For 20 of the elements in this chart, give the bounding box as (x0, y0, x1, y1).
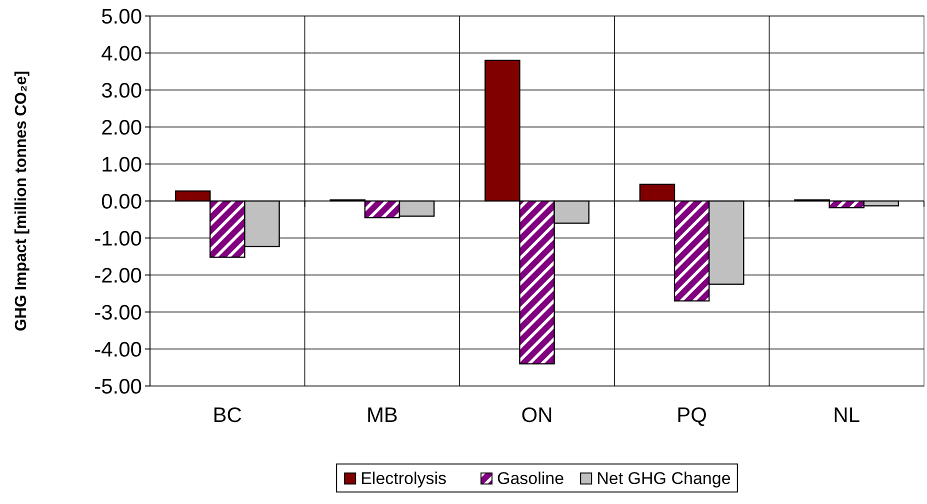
y-tick-label: 4.00 (101, 42, 142, 66)
y-tick-label: 0.00 (101, 190, 142, 214)
legend-label: Net GHG Change (596, 469, 731, 488)
x-tick-label: NL (833, 404, 860, 427)
y-tick-label: 2.00 (101, 116, 142, 140)
y-tick-label: -5.00 (94, 375, 142, 398)
y-tick-label: -2.00 (94, 264, 142, 288)
y-tick-label: 3.00 (101, 79, 142, 102)
x-tick-label: MB (366, 404, 398, 427)
legend-label: Gasoline (497, 469, 564, 488)
y-tick-label: -3.00 (94, 301, 142, 324)
x-tick-label: PQ (676, 404, 707, 427)
y-tick-label: 1.00 (101, 153, 142, 176)
y-tick-label: -1.00 (94, 227, 142, 250)
legend-label: Electrolysis (360, 469, 447, 488)
x-tick-label: ON (521, 404, 553, 427)
y-tick-label: 5.00 (101, 5, 142, 28)
y-tick-label: -4.00 (94, 338, 142, 362)
y-axis-title: GHG Impact [million tonnes CO₂e] (13, 70, 30, 332)
x-tick-label: BC (212, 404, 242, 427)
